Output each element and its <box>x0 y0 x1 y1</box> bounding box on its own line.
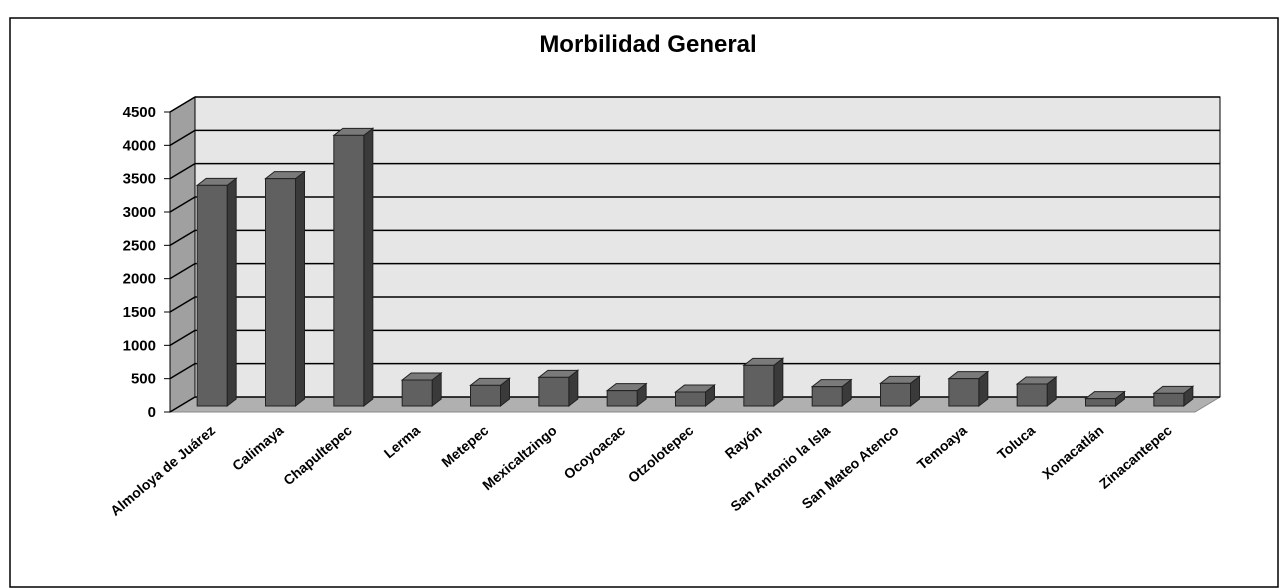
bar-side <box>226 177 237 408</box>
bar <box>1153 392 1185 407</box>
y-tick-label: 500 <box>131 371 156 388</box>
bar-side <box>773 357 784 408</box>
bar <box>948 378 980 407</box>
y-tick-label: 1000 <box>123 337 156 354</box>
y-tick-label: 4000 <box>123 137 156 154</box>
bar <box>333 134 365 407</box>
grid-line <box>169 96 196 113</box>
grid-line <box>169 196 196 213</box>
grid-line <box>169 229 196 246</box>
grid-line <box>169 363 196 380</box>
bar <box>743 364 775 407</box>
bar <box>196 184 228 407</box>
side-wall <box>169 96 196 413</box>
y-tick-label: 1500 <box>123 304 156 321</box>
bar <box>265 178 296 407</box>
y-tick-label: 2000 <box>123 271 156 288</box>
bar <box>606 390 638 407</box>
bar <box>811 386 843 407</box>
grid-line <box>169 263 196 280</box>
grid-line <box>169 396 196 413</box>
chart-title: Morbilidad General <box>539 31 756 58</box>
y-tick-label: 3500 <box>123 171 156 188</box>
bar <box>675 391 706 407</box>
y-tick-label: 0 <box>148 404 156 421</box>
grid-line <box>169 163 196 180</box>
bar-side <box>363 127 374 408</box>
grid-line <box>169 296 196 313</box>
y-tick-label: 2500 <box>123 237 156 254</box>
grid-line <box>169 329 196 346</box>
bar-side <box>295 170 305 408</box>
bar <box>1016 383 1048 407</box>
bar <box>1085 398 1116 407</box>
bar <box>470 384 501 407</box>
y-tick-label: 3000 <box>123 204 156 221</box>
bar <box>880 382 911 407</box>
bar <box>538 376 570 407</box>
grid-line <box>169 129 196 146</box>
bar <box>401 379 433 407</box>
y-tick-label: 4500 <box>123 104 156 121</box>
